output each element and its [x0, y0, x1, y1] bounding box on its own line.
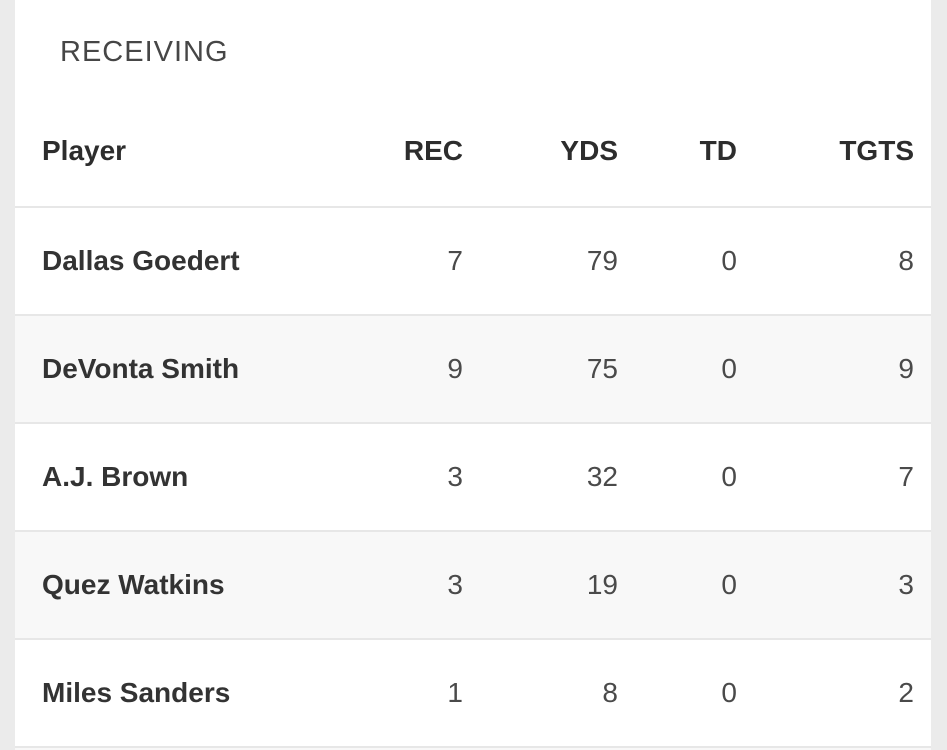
stat-cell-yds: 32 [586, 461, 618, 492]
player-name-cell: Quez Watkins [42, 569, 225, 600]
stat-cell-tgts: 3 [898, 569, 914, 600]
table-body: Dallas Goedert 7 79 0 8 DeVonta Smith 9 75 0 9 A.J… [15, 208, 931, 748]
section-title-block: RECEIVING [15, 0, 931, 96]
receiving-stats-card: RECEIVING Player REC YDS TD TGTS Dallas Goed… [15, 0, 931, 750]
col-header-yds: YDS [560, 135, 618, 166]
stat-cell-yds: 19 [586, 569, 618, 600]
stat-cell-rec: 1 [447, 677, 463, 708]
stat-cell-td: 0 [721, 461, 737, 492]
stat-cell-yds: 75 [586, 353, 618, 384]
table-row[interactable]: Quez Watkins 3 19 0 3 [15, 532, 931, 640]
table-row[interactable]: Dallas Goedert 7 79 0 8 [15, 208, 931, 316]
stat-cell-rec: 7 [447, 245, 463, 276]
col-header-tgts: TGTS [839, 135, 914, 166]
table-row[interactable]: DeVonta Smith 9 75 0 9 [15, 316, 931, 424]
stat-cell-yds: 8 [602, 677, 618, 708]
stat-cell-rec: 9 [447, 353, 463, 384]
col-header-player: Player [42, 135, 127, 166]
next-row-peek [15, 748, 931, 750]
stat-cell-tgts: 9 [898, 353, 914, 384]
stat-cell-td: 0 [721, 569, 737, 600]
stat-cell-td: 0 [721, 353, 737, 384]
player-name-cell: A.J. Brown [42, 461, 189, 492]
section-title: RECEIVING [60, 36, 229, 68]
player-name-cell: DeVonta Smith [42, 353, 240, 384]
player-name-cell: Dallas Goedert [42, 245, 240, 276]
player-name-cell: Miles Sanders [42, 677, 231, 708]
stat-cell-rec: 3 [447, 569, 463, 600]
col-header-rec: REC [403, 135, 463, 166]
stat-cell-td: 0 [721, 677, 737, 708]
table-row[interactable]: A.J. Brown 3 32 0 7 [15, 424, 931, 532]
col-header-td: TD [699, 135, 737, 166]
stat-cell-yds: 79 [586, 245, 618, 276]
stat-cell-tgts: 7 [898, 461, 914, 492]
stat-cell-tgts: 2 [898, 677, 914, 708]
stat-cell-td: 0 [721, 245, 737, 276]
stat-cell-rec: 3 [447, 461, 463, 492]
table-row[interactable]: Miles Sanders 1 8 0 2 [15, 640, 931, 748]
stat-cell-tgts: 8 [898, 245, 914, 276]
table-header-row: Player REC YDS TD TGTS [15, 96, 931, 208]
